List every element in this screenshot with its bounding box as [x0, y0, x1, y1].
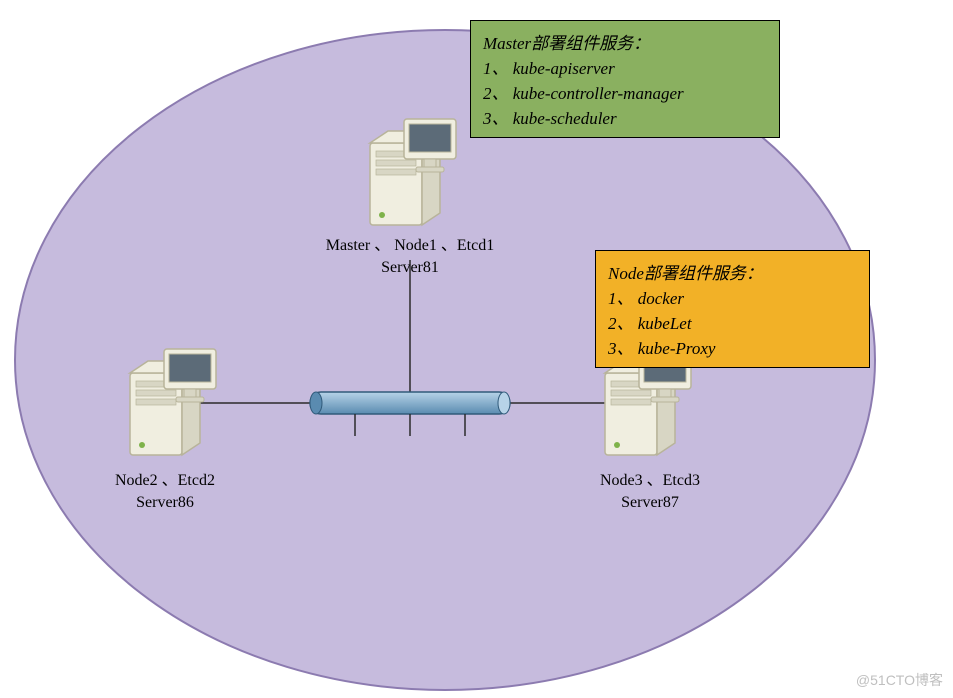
callout-node: Node部署组件服务： 1、 docker 2、 kubeLet 3、 kube…: [595, 250, 870, 368]
label-node3: Node3 、Etcd3 Server87: [550, 470, 750, 513]
callout-node-line-3: 3、 kube-Proxy: [608, 334, 857, 359]
callout-master-title: Master部署组件服务：: [483, 29, 767, 54]
label-node3-line2: Server87: [550, 492, 750, 514]
callout-node-line-2: 2、 kubeLet: [608, 309, 857, 334]
callout-master: Master部署组件服务： 1、 kube-apiserver 2、 kube-…: [470, 20, 780, 138]
label-node2: Node2 、Etcd2 Server86: [95, 470, 235, 513]
watermark: @51CTO博客: [856, 670, 943, 690]
callout-master-line-3: 3、 kube-scheduler: [483, 104, 767, 129]
callout-node-line-1: 1、 docker: [608, 284, 857, 309]
label-master-line1: Master 、 Node1 、Etcd1: [300, 235, 520, 257]
label-node2-line1: Node2 、Etcd2: [95, 470, 235, 492]
callout-master-line-1: 1、 kube-apiserver: [483, 54, 767, 79]
label-master: Master 、 Node1 、Etcd1 Server81: [300, 235, 520, 278]
label-node3-line1: Node3 、Etcd3: [550, 470, 750, 492]
callout-node-title: Node部署组件服务：: [608, 259, 857, 284]
label-master-line2: Server81: [300, 257, 520, 279]
callout-master-line-2: 2、 kube-controller-manager: [483, 79, 767, 104]
label-node2-line2: Server86: [95, 492, 235, 514]
